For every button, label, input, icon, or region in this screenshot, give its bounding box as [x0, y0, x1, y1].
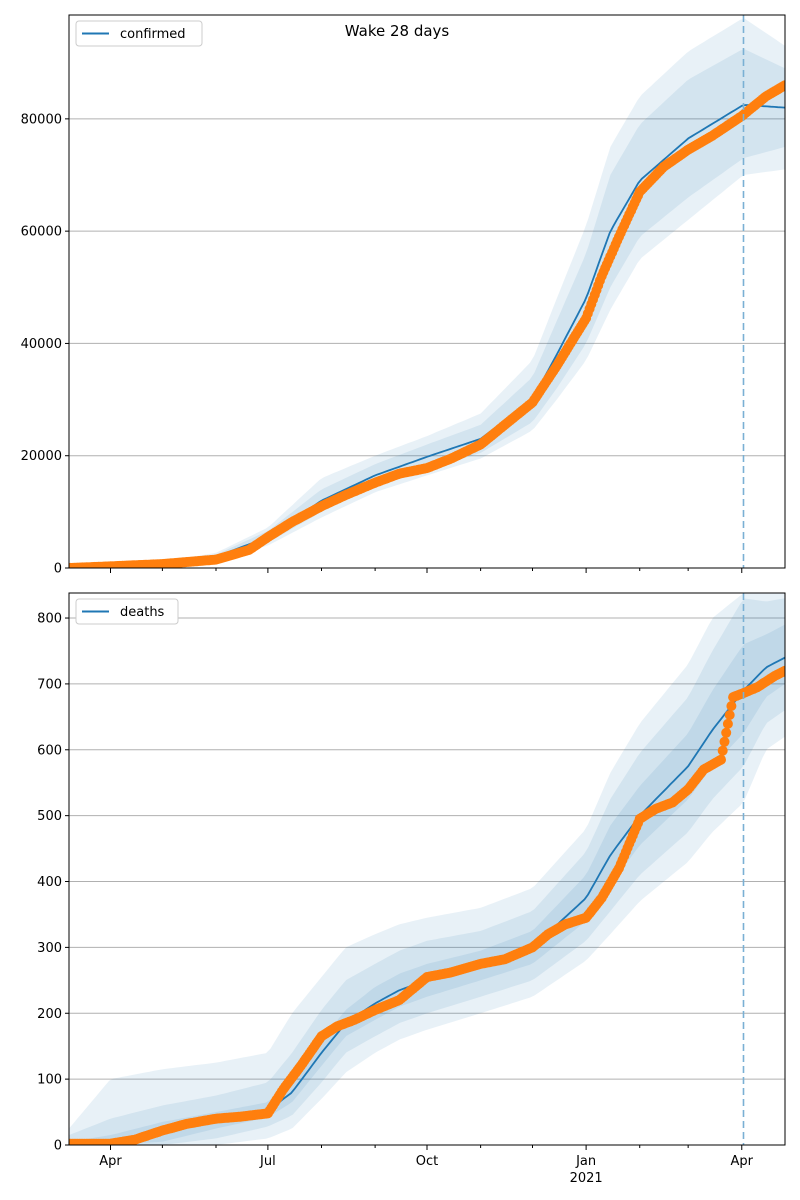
x-tick-label: Apr: [99, 1154, 122, 1169]
observed-series: [69, 665, 785, 1145]
x-tick-sublabel: 2021: [570, 1171, 603, 1186]
confirmed-chart: 0 20000 40000 60000 80000 confirmed: [21, 14, 786, 577]
y-tick-label: 200: [37, 1007, 62, 1022]
y-tick-label: 0: [54, 1139, 62, 1154]
plot-area: [69, 593, 785, 1145]
legend-label: confirmed: [120, 27, 186, 42]
y-tick-label: 0: [54, 562, 62, 577]
y-tick-label: 800: [37, 612, 62, 627]
observed-series: [69, 80, 785, 568]
observed-point: [724, 710, 735, 720]
y-tick-label: 700: [37, 677, 62, 692]
legend: deaths: [75, 598, 179, 625]
confidence-band: [69, 593, 785, 1145]
y-tick-label: 400: [37, 875, 62, 890]
observed-point: [780, 80, 785, 91]
observed-point: [716, 754, 726, 765]
y-tick-label: 300: [37, 941, 62, 956]
legend-box: [75, 20, 203, 47]
x-tick-label: Apr: [731, 1154, 754, 1169]
legend-label: deaths: [120, 605, 165, 620]
confidence-band: [69, 598, 785, 1145]
y-tick-label: 20000: [21, 449, 62, 464]
y-tick-label: 100: [37, 1073, 62, 1088]
x-tick-label: Jul: [259, 1154, 276, 1169]
deaths-chart: 0 100 200 300 400 500 600 700 800 Apr Jul Oct Jan 202…: [37, 592, 786, 1186]
y-tick-label: 600: [37, 743, 62, 758]
y-tick-label: 60000: [21, 225, 62, 240]
x-tick-label: Oct: [416, 1154, 438, 1169]
figure-title: Wake 28 days: [345, 22, 450, 40]
observed-point: [721, 727, 732, 738]
legend-box: [75, 598, 179, 625]
observed-point: [722, 718, 733, 729]
y-tick-label: 40000: [21, 337, 62, 352]
observed-point: [719, 736, 730, 747]
y-tick-label: 80000: [21, 112, 62, 127]
observed-point: [717, 745, 728, 756]
observed-point: [780, 665, 785, 676]
y-tick-label: 500: [37, 809, 62, 824]
observed-point: [726, 701, 737, 711]
plot-area: [69, 18, 785, 568]
confidence-band: [69, 18, 785, 568]
x-tick-label: Jan: [575, 1154, 596, 1169]
legend: confirmed: [75, 20, 203, 47]
